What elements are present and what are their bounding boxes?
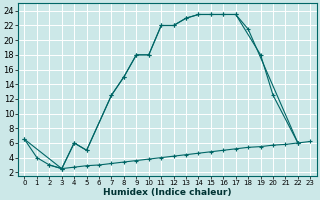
X-axis label: Humidex (Indice chaleur): Humidex (Indice chaleur) bbox=[103, 188, 232, 197]
